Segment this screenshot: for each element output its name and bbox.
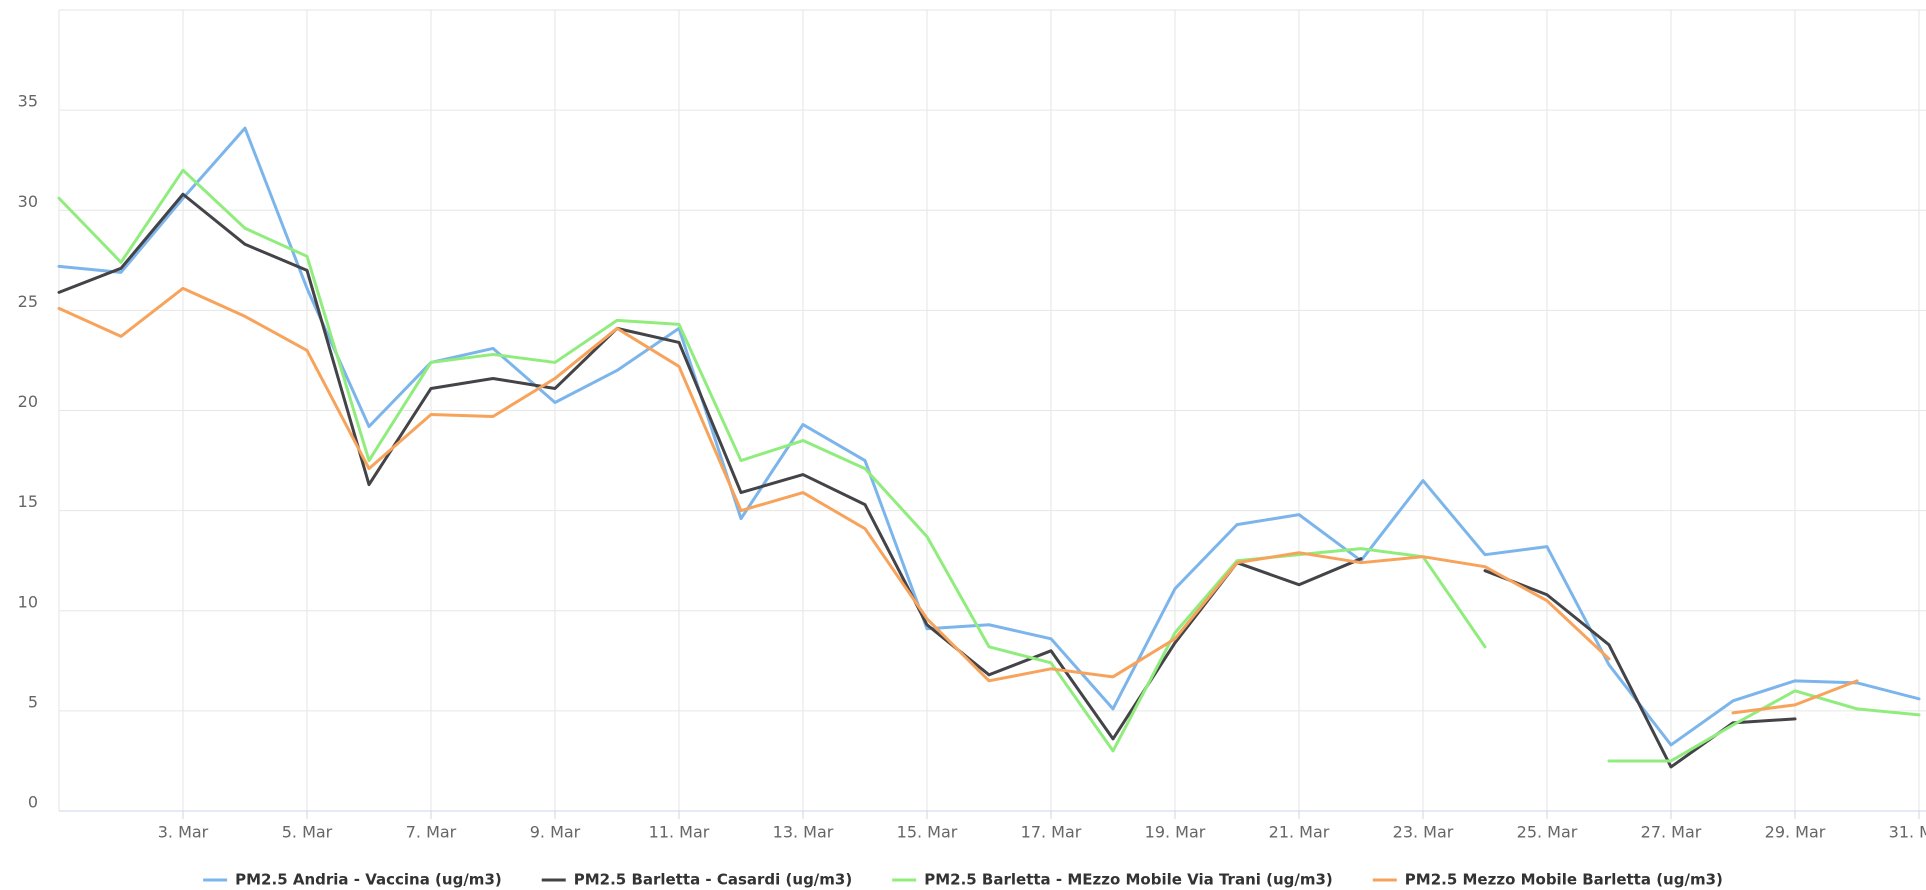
y-tick-label: 5 [28,692,38,711]
legend: PM2.5 Andria - Vaccina (ug/m3) PM2.5 Barl… [203,871,1723,889]
series-line [57,286,1859,715]
x-tick-label: 15. Mar [897,823,958,842]
y-tick-label: 0 [28,793,38,812]
x-tick-label: 25. Mar [1517,823,1578,842]
series-line [57,126,1921,747]
legend-item: PM2.5 Andria - Vaccina (ug/m3) [203,871,502,889]
legend-label: PM2.5 Barletta - Casardi (ug/m3) [574,871,852,889]
y-tick-label: 15 [18,492,38,511]
legend-item: PM2.5 Barletta - MEzzo Mobile Via Trani … [892,871,1333,889]
x-tick-label: 11. Mar [649,823,710,842]
x-tick-label: 7. Mar [406,823,457,842]
y-tick-label: 30 [18,192,38,211]
y-tick-label: 25 [18,292,38,311]
grid: 0 5 10 15 20 25 30 35 3. Mar 5. Mar 7. Mar 9. Mar 11… [18,9,1926,842]
x-tick-label: 17. Mar [1021,823,1082,842]
x-tick-label: 31. Mar [1889,823,1926,842]
legend-item: PM2.5 Barletta - Casardi (ug/m3) [541,871,852,889]
x-tick-label: 5. Mar [282,823,333,842]
legend-label: PM2.5 Andria - Vaccina (ug/m3) [235,871,502,889]
x-tick-label: 9. Mar [530,823,581,842]
y-tick-label: 10 [18,592,38,611]
x-tick-label: 23. Mar [1393,823,1454,842]
x-tick-label: 21. Mar [1269,823,1330,842]
x-tick-label: 27. Mar [1641,823,1702,842]
series-line [57,168,1921,763]
x-tick-label: 29. Mar [1765,823,1826,842]
y-tick-label: 35 [18,92,38,111]
legend-label: PM2.5 Mezzo Mobile Barletta (ug/m3) [1405,871,1723,889]
lines [57,126,1921,769]
x-tick-label: 3. Mar [158,823,209,842]
x-tick-label: 13. Mar [773,823,834,842]
legend-item: PM2.5 Mezzo Mobile Barletta (ug/m3) [1372,871,1723,889]
y-tick-label: 20 [18,392,38,411]
legend-label: PM2.5 Barletta - MEzzo Mobile Via Trani … [924,871,1333,889]
x-tick-label: 19. Mar [1145,823,1206,842]
